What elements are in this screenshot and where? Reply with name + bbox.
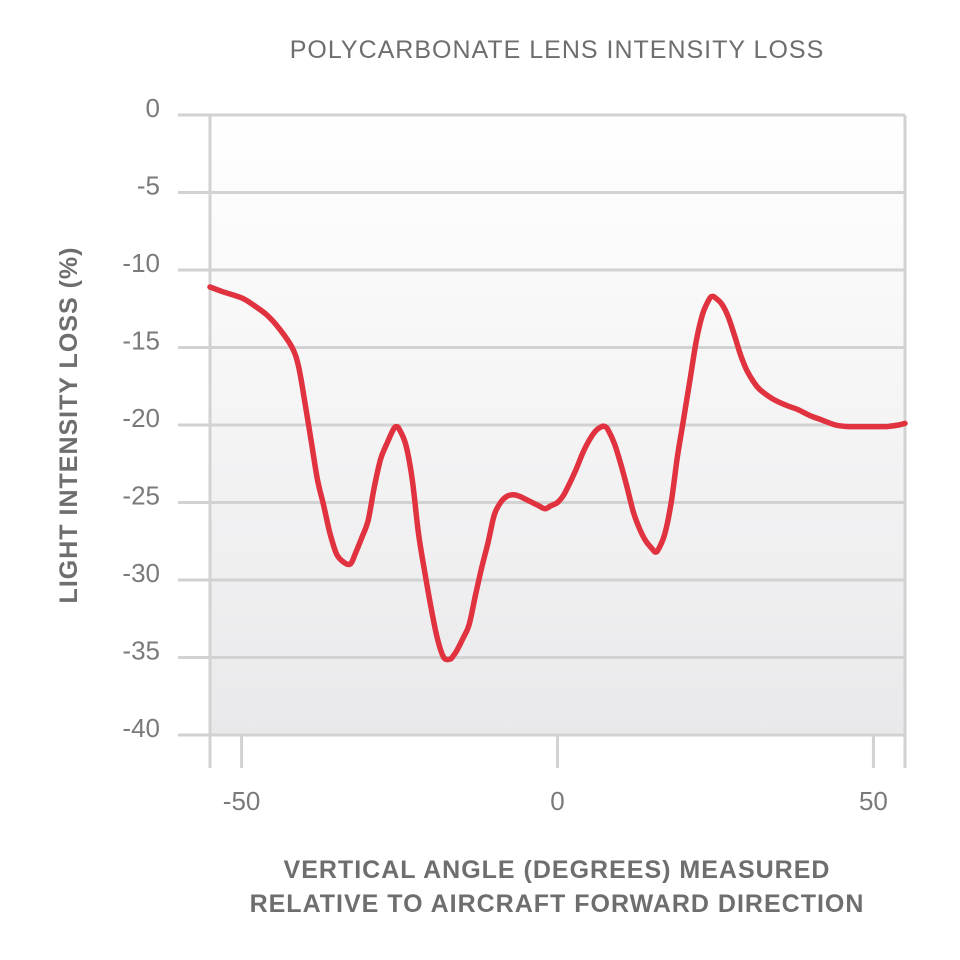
chart-title: POLYCARBONATE LENS INTENSITY LOSS: [290, 36, 825, 64]
y-tick-label: -25: [122, 481, 160, 511]
x-tick-label: -50: [223, 786, 261, 816]
x-axis-title-line-1: VERTICAL ANGLE (DEGREES) MEASURED: [284, 856, 831, 884]
x-axis-ticks: -50 0 50: [223, 735, 888, 816]
y-axis-title: LIGHT INTENSITY LOSS (%): [55, 247, 83, 604]
y-axis-ticks: 0 -5 -10 -15 -20 -25 -30 -35 -40: [122, 93, 160, 743]
y-tick-label: -5: [137, 171, 160, 201]
series-line: [207, 284, 908, 663]
y-tick-label: -10: [122, 248, 160, 278]
x-tick-label: 50: [859, 786, 888, 816]
y-tick-label: -30: [122, 558, 160, 588]
y-tick-label: -15: [122, 326, 160, 356]
y-tick-label: 0: [146, 93, 160, 123]
x-axis-title-line-2: RELATIVE TO AIRCRAFT FORWARD DIRECTION: [250, 890, 865, 918]
y-tick-label: -35: [122, 636, 160, 666]
y-tick-label: -40: [122, 713, 160, 743]
x-tick-label: 0: [550, 786, 564, 816]
y-tick-label: -20: [122, 403, 160, 433]
grid-lines: [178, 113, 905, 737]
plot-frame: [208, 115, 907, 768]
